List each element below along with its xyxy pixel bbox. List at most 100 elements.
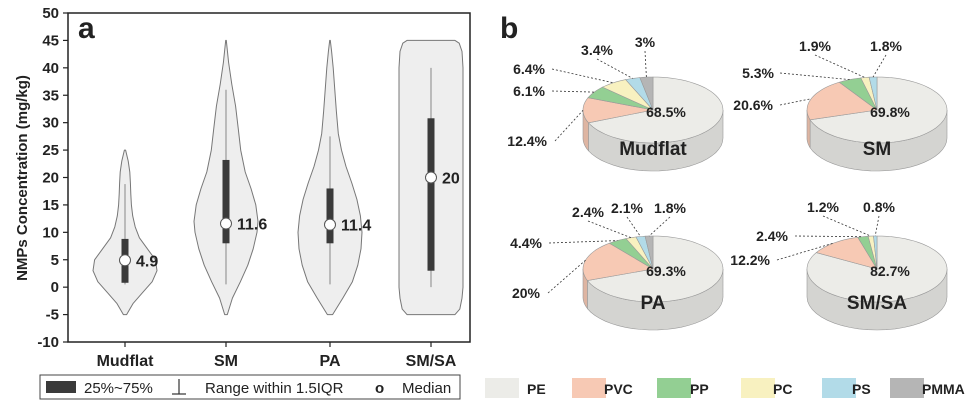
y-tick-label: 0	[51, 279, 59, 296]
legend-swatch-pvc	[572, 378, 606, 398]
legend-iqr-label: 25%~75%	[84, 380, 153, 397]
pie-slice-label: 20.6%	[733, 97, 773, 113]
pie-name-label: Mudflat	[619, 139, 687, 160]
legend-label-pvc: PVC	[604, 381, 633, 397]
legend-label-pmma: PMMA	[922, 381, 965, 397]
y-tick-label: 35	[42, 87, 59, 104]
pie-name-label: SM/SA	[847, 293, 907, 314]
violin-median-marker	[220, 217, 232, 230]
pie-slice	[806, 81, 878, 121]
y-tick-label: 40	[42, 60, 59, 77]
pie-slice-label: 68.5%	[646, 104, 686, 120]
y-tick-label: -5	[46, 307, 59, 324]
pie-chart: 69.3% 20% 4.4% 2.4% 2.1% 1.8% PA	[510, 200, 724, 331]
pie-slice-label: 2.1%	[611, 200, 643, 216]
legend-median-symbol: o	[375, 380, 384, 397]
pies: 68.5% 12.4% 6.1% 6.4% 3.4% 3% Mudflat 69.8% 20.6…	[507, 34, 948, 331]
pie-leader-line	[779, 72, 850, 80]
pie-legend: PE PVC PP PC PS PMMA	[485, 378, 965, 398]
pie-slice	[601, 79, 654, 111]
pie-slice	[809, 76, 948, 144]
violin-iqr-box	[222, 159, 230, 244]
pie-name-label: SM	[863, 139, 892, 160]
violin-median-marker	[119, 254, 131, 267]
legend-range-label: Range within 1.5IQR	[205, 380, 344, 397]
violin-median-marker	[324, 218, 336, 231]
pie-slice-label: 4.4%	[510, 235, 542, 251]
pie-slice-label: 69.8%	[870, 104, 910, 120]
pie-slice-label: 1.2%	[807, 199, 839, 215]
panel-label-b: b	[500, 12, 518, 45]
violin-median-label: 11.6	[237, 217, 267, 234]
pie-leader-line	[551, 68, 614, 84]
pie-chart: 82.7% 12.2% 2.4% 1.2% 0.8% SM/SA	[730, 199, 948, 331]
pie-slice-label: 6.1%	[513, 83, 545, 99]
pie-slice-label: 3%	[635, 34, 656, 50]
pie-slice	[587, 76, 724, 144]
violin-iqr-box	[326, 188, 334, 244]
x-category-label: SM	[214, 353, 238, 370]
legend-frame	[39, 374, 461, 400]
pie-leader-line	[626, 216, 641, 237]
violin-median-marker	[425, 171, 437, 184]
pie-slice	[586, 235, 724, 303]
y-tick-label: 15	[42, 197, 59, 214]
pie-slice-label: 12.4%	[507, 133, 547, 149]
pie-slice-label: 6.4%	[513, 61, 545, 77]
pie-leader-line	[596, 58, 633, 79]
legend-label-pp: PP	[690, 381, 709, 397]
y-tick-label: -10	[37, 334, 59, 351]
pie-slice-label: 5.3%	[742, 65, 774, 81]
pie-slice-label: 2.4%	[756, 228, 788, 244]
pie-panel: b 68.5% 12.4% 6.1% 6.4% 3.4% 3% Mudflat 69.8% 20…	[500, 12, 948, 331]
violins: 4.9 11.6 11.4 20	[92, 39, 464, 316]
pie-slice	[815, 236, 878, 270]
violin-legend: 25%~75% Range within 1.5IQR o Median	[39, 374, 461, 400]
y-tick-label: 50	[42, 5, 59, 22]
pie-slice	[587, 86, 654, 111]
pie-leader-line	[872, 54, 887, 78]
pie-leader-line	[551, 90, 595, 93]
pie-slice-label: 0.8%	[863, 199, 895, 215]
pie-slice-label: 1.9%	[799, 38, 831, 54]
y-tick-label: 5	[51, 252, 59, 269]
pie-leader-line	[587, 220, 632, 239]
legend-swatch-pp	[657, 378, 691, 398]
pie-leader-line	[644, 50, 647, 78]
violin-iqr-box	[427, 118, 435, 271]
pie-slice-label: 1.8%	[870, 38, 902, 54]
legend-label-pe: PE	[527, 381, 546, 397]
pie-chart: 68.5% 12.4% 6.1% 6.4% 3.4% 3% Mudflat	[507, 34, 724, 172]
pie-slice-label: 20%	[512, 285, 541, 301]
y-axis-ticks: -10 -5 0 5 10 15 20 25 30 35 40 45 50	[37, 5, 68, 351]
legend-iqr-swatch	[46, 381, 76, 393]
x-axis-categories: Mudflat SM PA SM/SA	[97, 342, 457, 370]
y-tick-label: 20	[42, 170, 59, 187]
pie-slice-label: 69.3%	[646, 263, 686, 279]
y-tick-label: 25	[42, 142, 59, 159]
pie-leader-line	[822, 215, 871, 237]
legend-label-ps: PS	[852, 381, 871, 397]
violin-panel: a -10 -5 0 5 10 15 20 25 30 35 40 45 50 4.9 11.6 11.4 2…	[14, 5, 471, 370]
y-tick-label: 10	[42, 224, 59, 241]
legend-median-label: Median	[402, 380, 451, 397]
pie-chart: 69.8% 20.6% 5.3% 1.9% 1.8% SM	[733, 38, 948, 172]
pie-name-label: PA	[641, 293, 666, 314]
pie-leader-line	[874, 215, 880, 237]
pie-slice-label: 12.2%	[730, 252, 770, 268]
pie-leader-line	[648, 216, 671, 237]
violin-median-label: 4.9	[136, 253, 158, 270]
pie-slice-label: 1.8%	[654, 200, 686, 216]
x-category-label: SM/SA	[406, 353, 457, 370]
pie-slice-label: 3.4%	[581, 42, 613, 58]
pie-leader-line	[548, 240, 618, 244]
x-category-label: PA	[319, 353, 340, 370]
violin-median-label: 11.4	[341, 218, 371, 235]
pie-leader-line	[794, 235, 863, 238]
y-tick-label: 45	[42, 32, 59, 49]
y-tick-label: 30	[42, 115, 59, 132]
pie-leader-line	[814, 54, 866, 78]
legend-swatch-pe	[485, 378, 519, 398]
pie-slice-label: 82.7%	[870, 263, 910, 279]
